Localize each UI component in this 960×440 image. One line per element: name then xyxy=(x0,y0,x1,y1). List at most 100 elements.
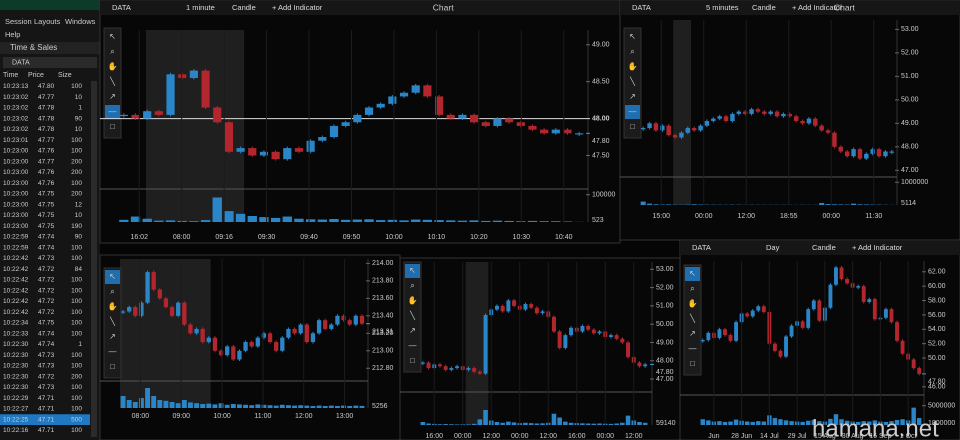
tool-icon[interactable]: ↗ xyxy=(109,332,116,341)
candle xyxy=(736,111,742,114)
volume-bar xyxy=(653,204,659,205)
tool-icon[interactable]: □ xyxy=(110,362,115,371)
x-tick-label: 00:00 xyxy=(695,213,713,220)
toolbar-interval[interactable]: 1 minute xyxy=(186,3,215,12)
toolbar-style[interactable]: Candle xyxy=(812,243,836,252)
tool-icon[interactable]: ↖ xyxy=(689,269,696,278)
volume-bar xyxy=(347,406,353,408)
candle xyxy=(283,148,292,160)
volume-bar xyxy=(353,405,359,408)
volume-bar xyxy=(230,404,236,408)
ts-size: 500 xyxy=(71,416,82,423)
ts-time: 10:22:30 xyxy=(3,341,29,348)
candle xyxy=(267,333,273,343)
tool-icon[interactable]: — xyxy=(689,344,697,353)
menu-item[interactable]: Layouts xyxy=(34,17,61,26)
tool-icon[interactable]: ↗ xyxy=(409,326,416,335)
ts-size: 100 xyxy=(71,406,82,413)
tool-icon[interactable]: ╲ xyxy=(689,313,696,323)
volume-bar xyxy=(917,418,922,425)
tool-icon[interactable]: ✋ xyxy=(108,61,118,71)
menu-item[interactable]: Session xyxy=(5,17,32,26)
tool-icon[interactable]: ↖ xyxy=(409,266,416,275)
tool-icon[interactable]: ╲ xyxy=(629,76,636,86)
toolbar-symbol[interactable]: DATA xyxy=(632,3,651,12)
volume-bar xyxy=(200,220,211,222)
x-tick-label: 15 Aug xyxy=(814,433,836,440)
candle xyxy=(563,335,568,348)
tool-icon[interactable]: ⌕ xyxy=(110,287,114,296)
tool-icon[interactable]: — xyxy=(109,347,117,356)
volume-bar xyxy=(120,396,126,408)
candle xyxy=(789,325,794,337)
tool-icon[interactable]: — xyxy=(629,107,637,116)
candle xyxy=(883,151,888,157)
toolbar-add[interactable]: + Add Indicator xyxy=(272,3,323,12)
menu-item[interactable]: Help xyxy=(5,30,20,39)
tool-icon[interactable]: ╲ xyxy=(409,310,416,320)
tool-icon[interactable]: ↖ xyxy=(629,32,636,41)
ts-price: 47.73 xyxy=(38,255,55,262)
volume-bar xyxy=(585,423,591,425)
ts-symbol: DATA xyxy=(12,59,30,66)
tool-icon[interactable]: □ xyxy=(410,356,415,365)
ts-time: 10:23:00 xyxy=(3,180,29,187)
toolbar-style[interactable]: Candle xyxy=(752,3,776,12)
tool-icon[interactable]: ⌕ xyxy=(110,47,114,56)
tool-icon[interactable]: ⌕ xyxy=(690,284,694,293)
candle xyxy=(540,311,545,314)
tool-icon[interactable]: — xyxy=(109,107,117,116)
toolbar-symbol[interactable]: DATA xyxy=(112,3,131,12)
ts-time: 10:23:02 xyxy=(3,105,29,112)
candle xyxy=(143,111,152,119)
ts-time: 10:23:00 xyxy=(3,223,29,230)
menu-item[interactable]: Windows xyxy=(65,17,96,26)
tool-icon[interactable]: ⌕ xyxy=(630,47,634,56)
ts-size: 190 xyxy=(71,223,82,230)
ts-time: 10:23:00 xyxy=(3,169,29,176)
ts-size: 100 xyxy=(71,395,82,402)
tool-icon[interactable]: ✋ xyxy=(628,61,638,71)
candle xyxy=(672,135,678,138)
tool-icon[interactable]: ↖ xyxy=(109,272,116,281)
tool-icon[interactable]: □ xyxy=(690,359,695,368)
volume-bar xyxy=(833,414,839,425)
toolbar xyxy=(620,1,960,15)
tool-icon[interactable]: ╲ xyxy=(109,316,116,326)
tool-icon[interactable]: □ xyxy=(110,122,115,131)
tool-icon[interactable]: — xyxy=(409,341,417,350)
candle xyxy=(323,320,328,329)
tool-icon[interactable]: ╲ xyxy=(109,76,116,86)
tool-icon[interactable]: ↗ xyxy=(109,92,116,101)
ts-size: 200 xyxy=(71,191,82,198)
toolbar-add[interactable]: + Add Indicator xyxy=(792,3,843,12)
toolbar-interval[interactable]: 5 minutes xyxy=(706,3,739,12)
tool-icon[interactable]: □ xyxy=(630,122,635,131)
tool-icon[interactable]: ↗ xyxy=(689,329,696,338)
x-tick-label: 00:00 xyxy=(511,433,529,440)
ts-size: 100 xyxy=(71,384,82,391)
candle xyxy=(364,107,374,115)
candle xyxy=(157,289,162,299)
tool-icon[interactable]: ✋ xyxy=(108,301,118,311)
volume-bar xyxy=(212,197,222,222)
volume-bar xyxy=(608,423,614,425)
volume-bar xyxy=(828,418,833,425)
tool-icon[interactable]: ⌕ xyxy=(410,281,414,290)
volume-bar xyxy=(900,419,905,425)
symbol-input[interactable] xyxy=(3,57,97,68)
tool-icon[interactable]: ↖ xyxy=(109,32,116,41)
toolbar-style[interactable]: Candle xyxy=(232,3,256,12)
toolbar-add[interactable]: + Add Indicator xyxy=(852,243,903,252)
tool-icon[interactable]: ✋ xyxy=(408,295,418,305)
candle xyxy=(832,132,837,147)
ts-price: 47.75 xyxy=(38,212,55,219)
toolbar-interval[interactable]: Day xyxy=(766,243,780,252)
candle xyxy=(353,315,358,325)
volume-bar xyxy=(294,218,304,222)
tool-icon[interactable]: ↗ xyxy=(629,92,636,101)
ts-time: 10:22:29 xyxy=(3,395,29,402)
toolbar-symbol[interactable]: DATA xyxy=(692,243,711,252)
tool-icon[interactable]: ✋ xyxy=(688,298,698,308)
ts-size: 84 xyxy=(75,266,83,273)
